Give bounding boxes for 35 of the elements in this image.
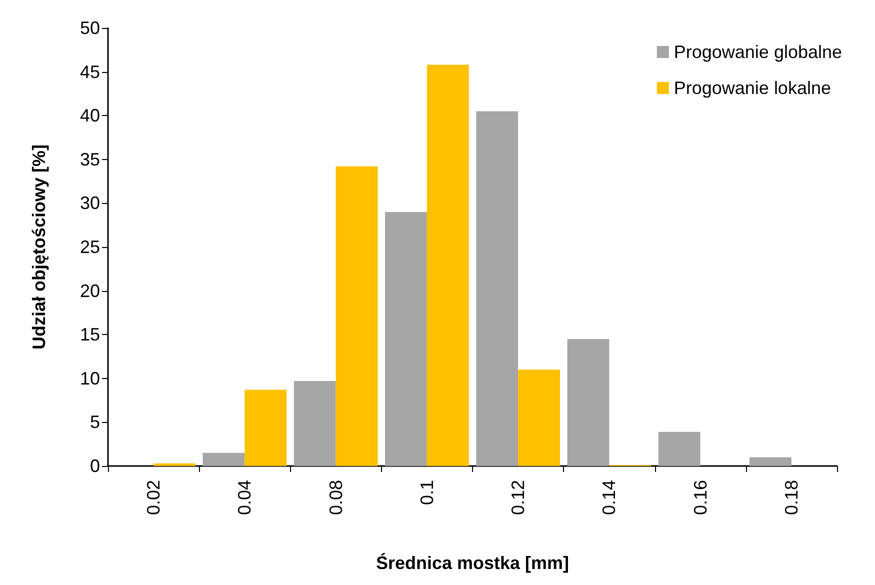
bar [202,452,245,466]
bar [244,390,287,466]
x-tick-label: 0.16 [690,480,710,516]
y-tick-label: 35 [80,149,100,170]
bar [294,381,336,466]
x-tick-label: 0.08 [326,480,346,516]
bar [476,111,518,466]
y-tick-label: 0 [90,456,100,476]
x-tick-label: 0.04 [234,480,255,516]
bar [426,64,469,466]
y-tick-label: 45 [80,62,100,82]
y-tick-label: 50 [80,18,100,38]
y-tick-label: 15 [80,324,100,345]
bar [154,463,196,466]
y-tick-label: 5 [90,412,100,432]
x-tick-label: 0.12 [508,480,528,516]
x-axis-title: Średnica mostka [mm] [376,553,570,573]
y-axis-title: Udział objętościowy [%] [29,144,49,350]
x-tick-label: 0.02 [144,480,164,516]
y-tick-label: 25 [80,237,100,257]
y-tick-label: 20 [80,280,100,301]
bar [385,212,427,466]
bar [336,166,378,466]
x-tick-label: 0.14 [599,480,620,516]
y-tick-label: 10 [80,368,100,388]
bar [518,370,560,466]
x-tick-label: 0.1 [416,480,437,506]
x-tick-label: 0.18 [781,480,802,516]
bar [750,457,792,466]
y-tick-label: 40 [80,106,100,126]
legend-label: Progowanie lokalne [674,78,831,98]
bar [658,432,700,466]
bar [567,338,610,466]
y-tick-label: 30 [80,193,100,214]
legend-label: Progowanie globalne [674,42,842,62]
